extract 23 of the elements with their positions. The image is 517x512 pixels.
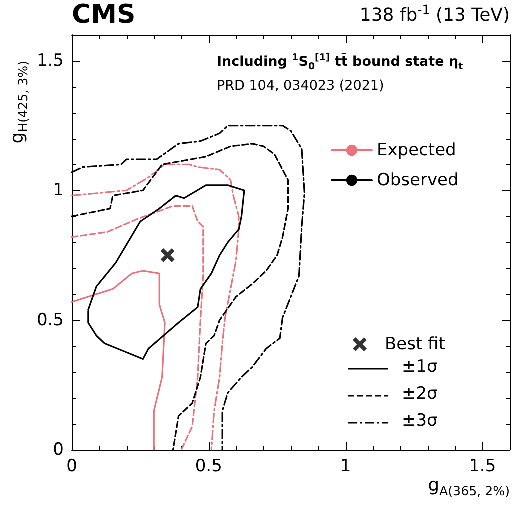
line-series — [88, 184, 246, 360]
x-tick-label: 0.5 — [195, 456, 222, 476]
chart-subtitle: 138 fb$^{-1}$ (13 TeV) — [360, 2, 510, 27]
y-tick-label: 0.5 — [36, 310, 64, 330]
line-series — [71, 164, 240, 451]
chart-title: CMS — [72, 0, 136, 31]
legend-label: Expected — [377, 140, 456, 160]
annotation: ±2σ — [402, 384, 438, 405]
x-tick-label: 1 — [340, 456, 352, 476]
x-tick-label: 0 — [66, 456, 78, 476]
line-series — [71, 270, 166, 451]
x-tick-label: 1.5 — [469, 456, 496, 476]
y-tick-label: 0 — [53, 440, 64, 460]
y-tick-label: 1.5 — [36, 50, 64, 71]
y-tick-label: 1 — [53, 180, 64, 201]
line-series — [71, 205, 204, 451]
legend-label: Observed — [377, 170, 459, 190]
x-axis-title: g$_{A(365, 2%)}$ — [428, 475, 510, 499]
annotation: ±3σ — [402, 411, 438, 432]
annotation: ±1σ — [402, 357, 438, 378]
legend-label: Best fit — [385, 334, 446, 354]
annotation: Including $^{1}$S$_{0}$$^{[1]}$ tt̄ bound state η$_{t}$ — [217, 52, 464, 73]
annotation: PRD 104, 034023 (2021) — [217, 78, 384, 95]
